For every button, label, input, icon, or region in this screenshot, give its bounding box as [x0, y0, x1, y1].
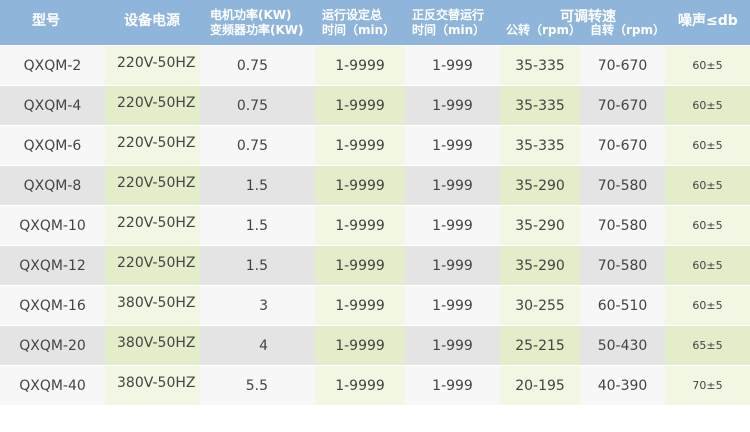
table-cell: 1-9999	[315, 286, 405, 326]
table-cell: 1-9999	[315, 366, 405, 406]
table-cell: 1-9999	[315, 126, 405, 166]
table-cell: 1-9999	[315, 166, 405, 206]
table-cell: 20-195	[500, 366, 580, 406]
table-cell: 70-580	[580, 166, 665, 206]
table-cell: 25-215	[500, 326, 580, 366]
header-text: 变频器功率(KW)	[210, 23, 304, 37]
table-cell: QXQM-6	[0, 126, 105, 166]
table-cell: 1.5	[200, 246, 315, 286]
table-cell: 220V-50HZ	[105, 126, 200, 166]
table-cell: 220V-50HZ	[105, 246, 200, 286]
table-cell: 1-9999	[315, 326, 405, 366]
table-cell: 0.75	[200, 126, 315, 166]
table-cell: 5.5	[200, 366, 315, 406]
table-cell: 1-999	[405, 286, 500, 326]
table-cell: 70-670	[580, 86, 665, 126]
table-cell: 380V-50HZ	[105, 286, 200, 326]
table-cell: 65±5	[665, 326, 750, 366]
table-cell: 70-670	[580, 126, 665, 166]
table-cell: 220V-50HZ	[105, 46, 200, 86]
table-cell: 60±5	[665, 206, 750, 246]
table-cell: 220V-50HZ	[105, 86, 200, 126]
table-cell: QXQM-12	[0, 246, 105, 286]
table-cell: 60±5	[665, 246, 750, 286]
table-cell: 1.5	[200, 166, 315, 206]
table-cell: 35-335	[500, 86, 580, 126]
table-cell: 35-290	[500, 206, 580, 246]
table-cell: 1-9999	[315, 246, 405, 286]
table-cell: 1-999	[405, 246, 500, 286]
table-cell: 1-9999	[315, 86, 405, 126]
table-cell: 35-335	[500, 126, 580, 166]
table-cell: QXQM-10	[0, 206, 105, 246]
table-cell: 50-430	[580, 326, 665, 366]
table-cell: 1-999	[405, 126, 500, 166]
table-cell: 40-390	[580, 366, 665, 406]
table-cell: 1-9999	[315, 206, 405, 246]
table-cell: 70-670	[580, 46, 665, 86]
table-cell: 60-510	[580, 286, 665, 326]
table-cell: 220V-50HZ	[105, 166, 200, 206]
table-cell: QXQM-8	[0, 166, 105, 206]
header-text: 公转（rpm）	[506, 23, 582, 37]
header-text: 自转（rpm）	[590, 23, 666, 37]
table-cell: QXQM-2	[0, 46, 105, 86]
table-cell: 4	[200, 326, 315, 366]
table-cell: 1-999	[405, 46, 500, 86]
table-cell: QXQM-40	[0, 366, 105, 406]
table-cell: 0.75	[200, 86, 315, 126]
table-cell: 3	[200, 286, 315, 326]
table-cell: QXQM-20	[0, 326, 105, 366]
table-cell: QXQM-4	[0, 86, 105, 126]
table-cell: 35-290	[500, 246, 580, 286]
table-cell: 1-999	[405, 366, 500, 406]
table-cell: 30-255	[500, 286, 580, 326]
table-cell: 380V-50HZ	[105, 326, 200, 366]
header-text: 可调转速	[560, 9, 616, 25]
header-text: 时间（min）	[322, 23, 396, 37]
table-cell: 1-9999	[315, 46, 405, 86]
table-cell: 1-999	[405, 166, 500, 206]
table-cell: 70-580	[580, 206, 665, 246]
table-cell: 60±5	[665, 126, 750, 166]
table-cell: QXQM-16	[0, 286, 105, 326]
header-text: 时间（min）	[412, 23, 486, 37]
table-cell: 60±5	[665, 46, 750, 86]
table-cell: 1.5	[200, 206, 315, 246]
table-cell: 60±5	[665, 166, 750, 206]
table-cell: 1-999	[405, 206, 500, 246]
table-cell: 380V-50HZ	[105, 366, 200, 406]
table-cell: 70-580	[580, 246, 665, 286]
header-text: 正反交替运行	[412, 8, 485, 22]
table-cell: 60±5	[665, 286, 750, 326]
header-text: 设备电源	[124, 13, 180, 29]
table-cell: 1-999	[405, 86, 500, 126]
table-cell: 35-335	[500, 46, 580, 86]
table-cell: 0.75	[200, 46, 315, 86]
table-cell: 35-290	[500, 166, 580, 206]
table-cell: 60±5	[665, 86, 750, 126]
header-text: 运行设定总	[322, 8, 383, 22]
table-cell: 220V-50HZ	[105, 206, 200, 246]
header-text: 噪声≤db	[678, 13, 738, 29]
header-bar	[0, 0, 750, 45]
table-cell: 1-999	[405, 326, 500, 366]
header-text: 电机功率(KW)	[210, 8, 292, 22]
table-cell: 70±5	[665, 366, 750, 406]
header-text: 型号	[32, 13, 60, 29]
